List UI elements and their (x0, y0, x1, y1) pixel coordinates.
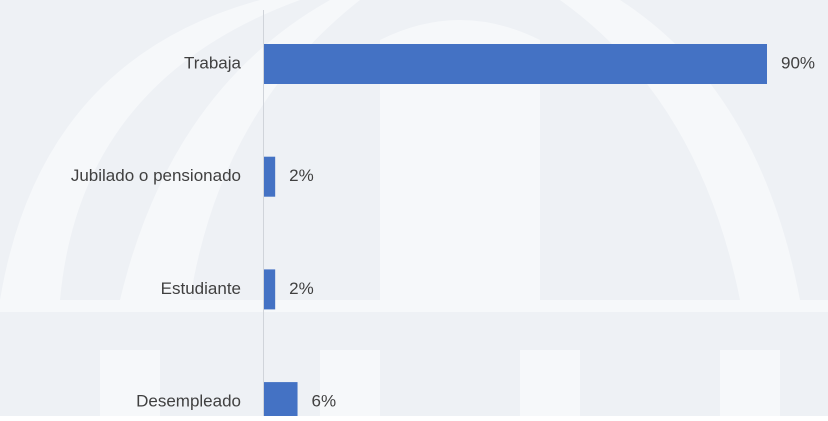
bar (264, 44, 767, 84)
category-label: Estudiante (161, 279, 241, 298)
chart: Trabaja 90% Jubilado o pensionado 2% Estudia… (0, 0, 828, 416)
page: {"chart_data": {"type": "bar", "orientat… (0, 0, 828, 416)
category-label: Jubilado o pensionado (71, 166, 241, 185)
bar (264, 382, 298, 416)
value-label: 90% (781, 53, 815, 72)
category-label: Desempleado (136, 392, 241, 411)
value-label: 2% (289, 166, 314, 185)
value-label: 6% (312, 392, 337, 411)
bar (264, 269, 275, 309)
bar (264, 157, 275, 197)
category-label: Trabaja (184, 53, 242, 72)
value-label: 2% (289, 279, 314, 298)
